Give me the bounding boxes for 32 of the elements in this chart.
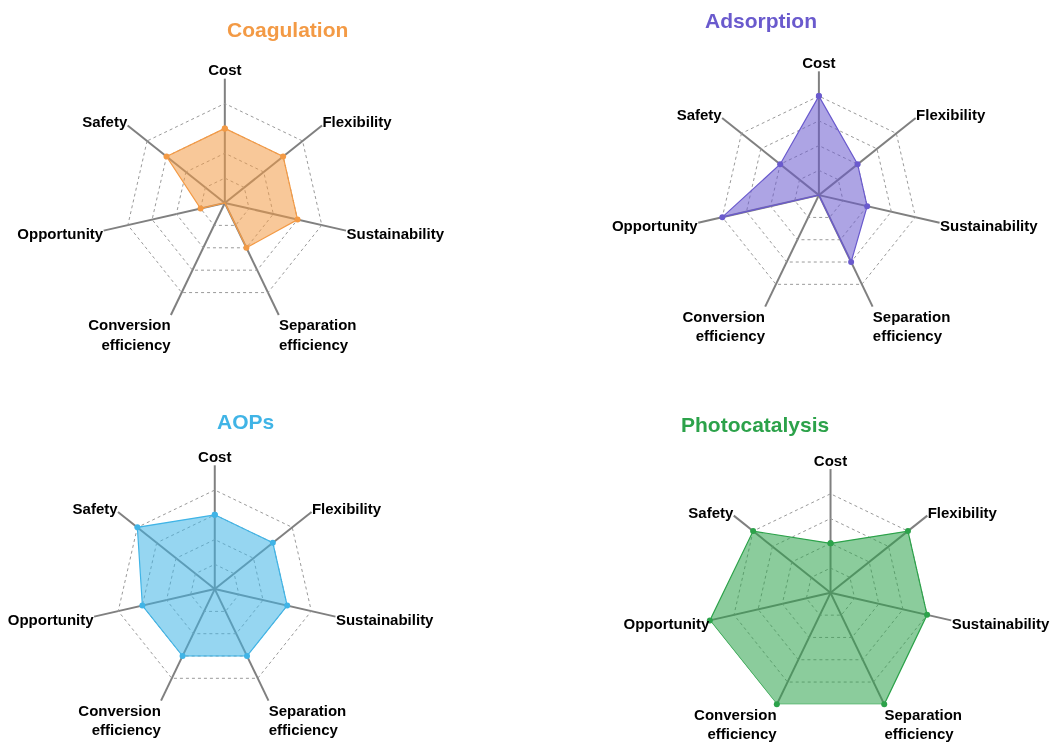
spoke-label: Opportunity	[17, 225, 104, 243]
spoke-label: Sustainability	[346, 225, 445, 243]
spoke-label: Opportunity	[623, 614, 711, 632]
spoke-label: Conversion efficiency	[88, 316, 172, 353]
spoke-label: Cost	[802, 53, 836, 71]
spoke-label: Cost	[198, 447, 232, 465]
spoke-label: Cost	[813, 451, 848, 469]
spoke-label: Conversion efficiency	[694, 705, 778, 743]
spoke-label: Safety	[688, 503, 735, 521]
spoke-label: Cost	[208, 61, 242, 79]
spoke-label: Separation efficiency	[884, 705, 962, 743]
chart-title: Coagulation	[227, 18, 349, 41]
chart-title: AOPs	[217, 410, 275, 433]
spoke-label: Safety	[82, 113, 128, 131]
spoke-label: Flexibility	[322, 113, 393, 131]
spoke-label: Separation efficiency	[872, 307, 951, 345]
chart-title: Photocatalysis	[681, 413, 830, 436]
spoke-label: Flexibility	[927, 503, 998, 521]
spoke-label: Safety	[676, 105, 723, 123]
spoke-label: Separation efficiency	[278, 316, 357, 353]
spoke-label: Sustainability	[335, 611, 435, 629]
spoke-label: Flexibility	[311, 499, 382, 517]
spoke-label: Sustainability	[940, 217, 1039, 235]
chart-title: Adsorption	[705, 9, 817, 32]
spoke-label: Opportunity	[611, 217, 699, 235]
spoke-label: Safety	[72, 499, 119, 517]
spoke-label: Flexibility	[916, 105, 986, 123]
spoke-label: Sustainability	[951, 614, 1050, 632]
spoke-label: Conversion efficiency	[682, 307, 766, 345]
spoke-label: Conversion efficiency	[78, 701, 162, 739]
spoke-label: Separation efficiency	[268, 701, 347, 739]
spoke-label: Opportunity	[7, 611, 95, 629]
